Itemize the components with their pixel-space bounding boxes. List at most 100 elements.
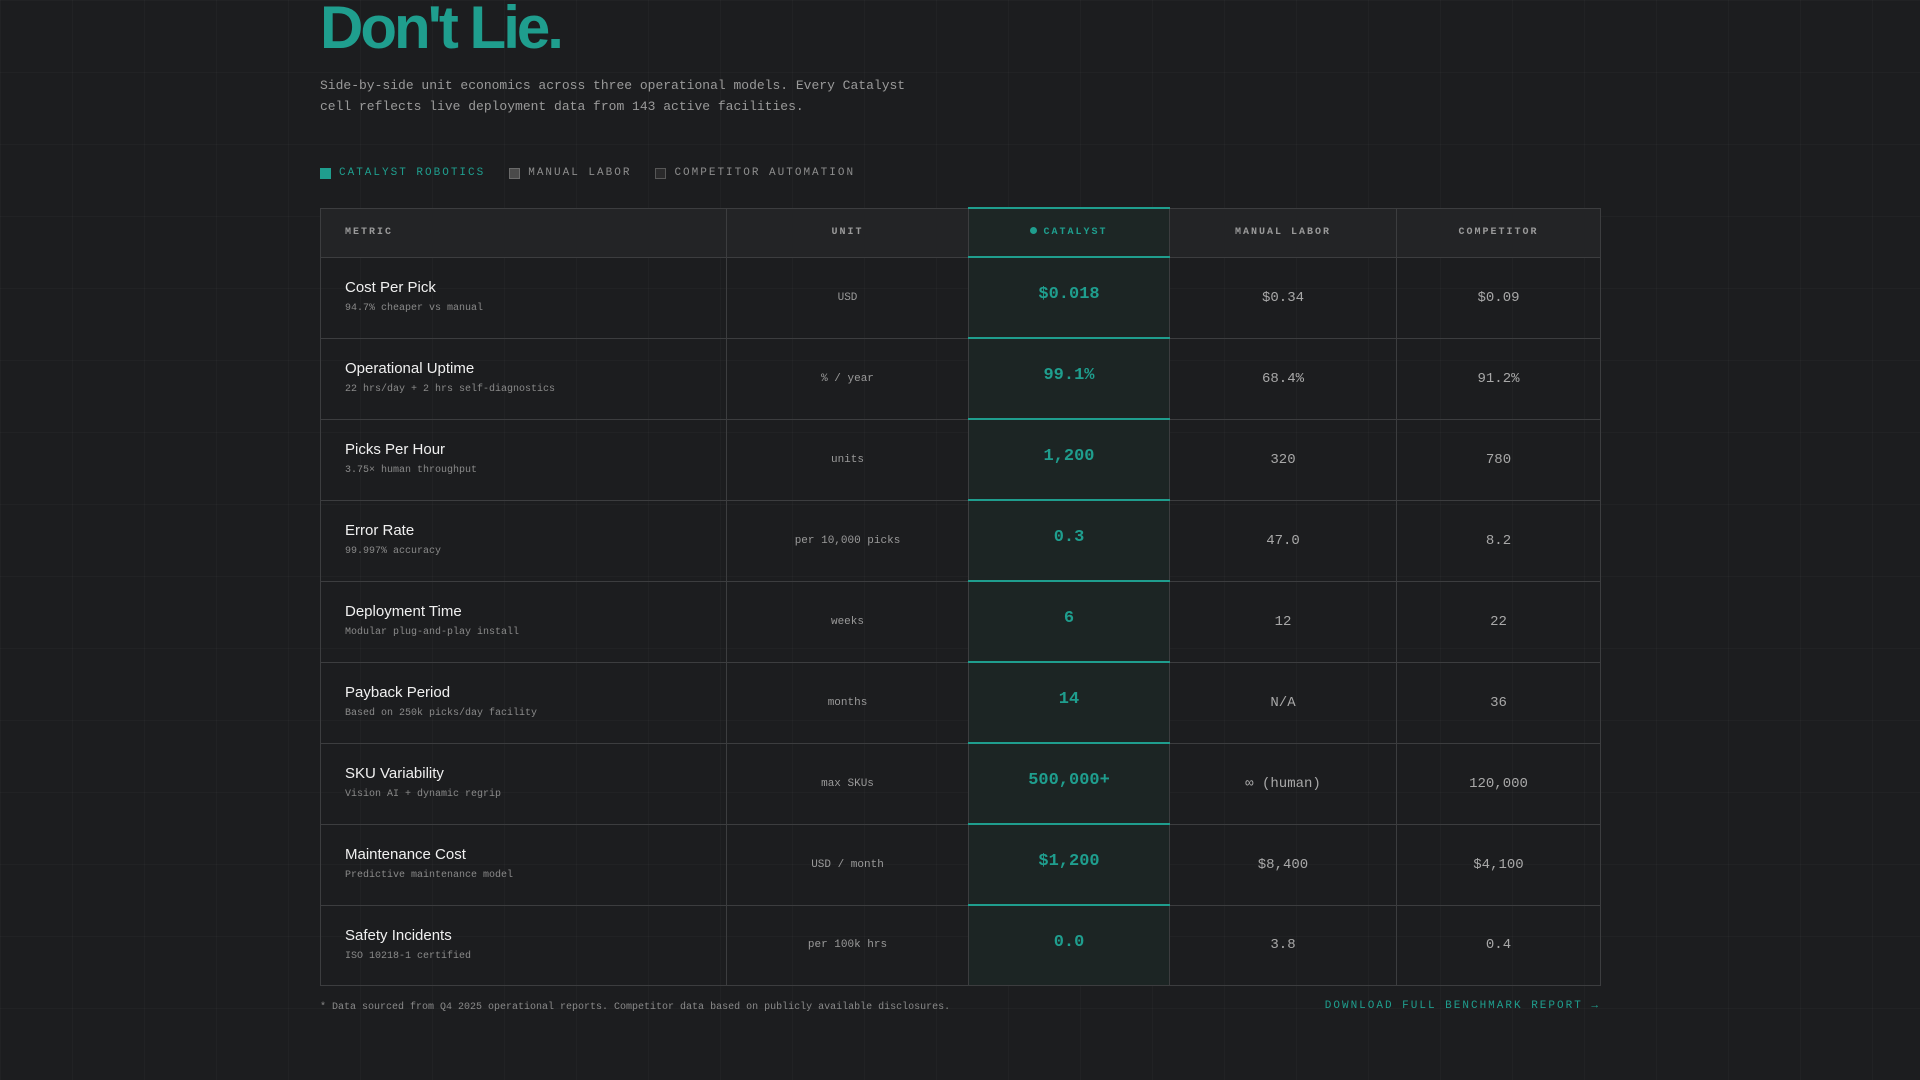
catalyst-value: 500,000+ [1028, 771, 1110, 790]
column-header-competitor: Competitor [1396, 207, 1601, 258]
metric-description: 3.75× human throughput [345, 465, 478, 476]
catalyst-value: $1,200 [1038, 852, 1100, 871]
catalyst-value-cell: 500,000+ [968, 742, 1170, 825]
catalyst-value-cell: 99.1% [968, 337, 1170, 420]
table-row: Operational Uptime 22 hrs/day + 2 hrs sel… [320, 337, 1601, 420]
catalyst-value: 6 [1063, 609, 1075, 628]
catalyst-value-cell: 14 [968, 661, 1170, 744]
metric-name: Safety Incidents [345, 926, 452, 944]
manual-value-cell: 47.0 [1169, 499, 1397, 582]
manual-value-cell: $8,400 [1169, 823, 1397, 906]
table-header-row: Metric Unit Catalyst Manual Labor Compet… [320, 207, 1601, 258]
legend-item-manual[interactable]: Manual Labor [509, 167, 631, 179]
competitor-value-cell: $4,100 [1396, 823, 1601, 906]
catalyst-value-cell: $0.018 [968, 256, 1170, 339]
legend-label: Competitor Automation [674, 167, 856, 179]
legend-label: Manual Labor [528, 167, 632, 179]
manual-value-cell: 68.4% [1169, 337, 1397, 420]
metric-cell: Operational Uptime 22 hrs/day + 2 hrs sel… [320, 337, 727, 420]
competitor-value-cell: 91.2% [1396, 337, 1601, 420]
column-header-unit: Unit [726, 207, 969, 258]
catalyst-value-cell: 1,200 [968, 418, 1170, 501]
table-body: Cost Per Pick 94.7% cheaper vs manual USD $… [320, 256, 1601, 986]
catalyst-value: 99.1% [1043, 366, 1095, 385]
catalyst-dot-icon [1030, 226, 1038, 234]
metric-description: 22 hrs/day + 2 hrs self-diagnostics [345, 384, 556, 395]
page-title: Don't Lie. [320, 0, 564, 61]
table-row: Maintenance Cost Predictive maintenance m… [320, 823, 1601, 906]
competitor-value-cell: 36 [1396, 661, 1601, 744]
unit-cell: % / year [726, 337, 969, 420]
column-header-metric: Metric [320, 207, 727, 258]
unit-cell: per 100k hrs [726, 904, 969, 986]
catalyst-value-cell: 6 [968, 580, 1170, 663]
metric-cell: Cost Per Pick 94.7% cheaper vs manual [320, 256, 727, 339]
manual-value-cell: 12 [1169, 580, 1397, 663]
table-row: SKU Variability Vision AI + dynamic regri… [320, 742, 1601, 825]
metric-cell: Error Rate 99.997% accuracy [320, 499, 727, 582]
catalyst-value: 14 [1058, 690, 1080, 709]
competitor-value-cell: 780 [1396, 418, 1601, 501]
metric-description: Predictive maintenance model [345, 870, 514, 881]
competitor-value-cell: $0.09 [1396, 256, 1601, 339]
metric-cell: Safety Incidents ISO 10218-1 certified [320, 904, 727, 986]
catalyst-value-cell: 0.0 [968, 904, 1170, 986]
legend-swatch-manual [509, 167, 521, 179]
manual-value-cell: 320 [1169, 418, 1397, 501]
table-row: Payback Period Based on 250k picks/day fa… [320, 661, 1601, 744]
catalyst-value: 0.0 [1053, 933, 1085, 952]
legend-item-competitor[interactable]: Competitor Automation [655, 167, 855, 179]
metric-name: Picks Per Hour [345, 441, 446, 458]
unit-cell: USD / month [726, 823, 969, 906]
legend-swatch-catalyst [320, 167, 331, 179]
competitor-value-cell: 120,000 [1396, 742, 1601, 825]
unit-cell: weeks [726, 580, 969, 663]
metric-cell: Picks Per Hour 3.75× human throughput [320, 418, 727, 501]
metric-name: Error Rate [345, 522, 415, 539]
unit-cell: max SKUs [726, 742, 969, 825]
metric-description: 94.7% cheaper vs manual [345, 303, 484, 314]
footnote: * Data sourced from Q4 2025 operational … [320, 1002, 951, 1013]
table-row: Picks Per Hour 3.75× human throughput unit… [320, 418, 1601, 501]
metric-name: Deployment Time [345, 603, 462, 620]
table-row: Safety Incidents ISO 10218-1 certified per… [320, 904, 1601, 986]
catalyst-value: 1,200 [1043, 447, 1095, 466]
table-row: Cost Per Pick 94.7% cheaper vs manual USD $… [320, 256, 1601, 339]
metric-description: Vision AI + dynamic regrip [345, 789, 502, 800]
manual-value-cell: $0.34 [1169, 256, 1397, 339]
comparison-table: Metric Unit Catalyst Manual Labor Compet… [320, 207, 1601, 986]
column-header-catalyst: Catalyst [968, 207, 1170, 258]
table-row: Error Rate 99.997% accuracy per 10,000 pic… [320, 499, 1601, 582]
catalyst-value: 0.3 [1053, 528, 1085, 547]
metric-description: Modular plug-and-play install [345, 627, 520, 638]
unit-cell: USD [726, 256, 969, 339]
metric-name: Maintenance Cost [345, 846, 466, 863]
metric-description: 99.997% accuracy [345, 546, 442, 557]
metric-description: Based on 250k picks/day facility [345, 708, 538, 719]
download-report-link[interactable]: Download Full Benchmark Report → [1324, 1000, 1600, 1012]
competitor-value-cell: 22 [1396, 580, 1601, 663]
legend-label: Catalyst Robotics [339, 167, 486, 179]
metric-name: Operational Uptime [345, 360, 475, 377]
unit-cell: per 10,000 picks [726, 499, 969, 582]
legend-item-catalyst[interactable]: Catalyst Robotics [320, 167, 485, 179]
column-header-catalyst-label: Catalyst [1043, 227, 1108, 238]
metric-cell: SKU Variability Vision AI + dynamic regri… [320, 742, 727, 825]
metric-cell: Maintenance Cost Predictive maintenance m… [320, 823, 727, 906]
catalyst-value: $0.018 [1038, 285, 1100, 304]
catalyst-value-cell: 0.3 [968, 499, 1170, 582]
table-row: Deployment Time Modular plug-and-play ins… [320, 580, 1601, 663]
column-header-manual: Manual Labor [1169, 207, 1397, 258]
legend: Catalyst Robotics Manual Labor Competito… [320, 167, 855, 179]
legend-swatch-competitor [655, 167, 667, 179]
competitor-value-cell: 8.2 [1396, 499, 1601, 582]
metric-cell: Deployment Time Modular plug-and-play ins… [320, 580, 727, 663]
manual-value-cell: 3.8 [1169, 904, 1397, 986]
competitor-value-cell: 0.4 [1396, 904, 1601, 986]
catalyst-value-cell: $1,200 [968, 823, 1170, 906]
metric-name: Cost Per Pick [345, 279, 436, 296]
metric-description: ISO 10218-1 certified [345, 950, 472, 962]
metric-cell: Payback Period Based on 250k picks/day fa… [320, 661, 727, 744]
manual-value-cell: ∞ (human) [1169, 742, 1397, 825]
metric-name: SKU Variability [345, 765, 444, 782]
